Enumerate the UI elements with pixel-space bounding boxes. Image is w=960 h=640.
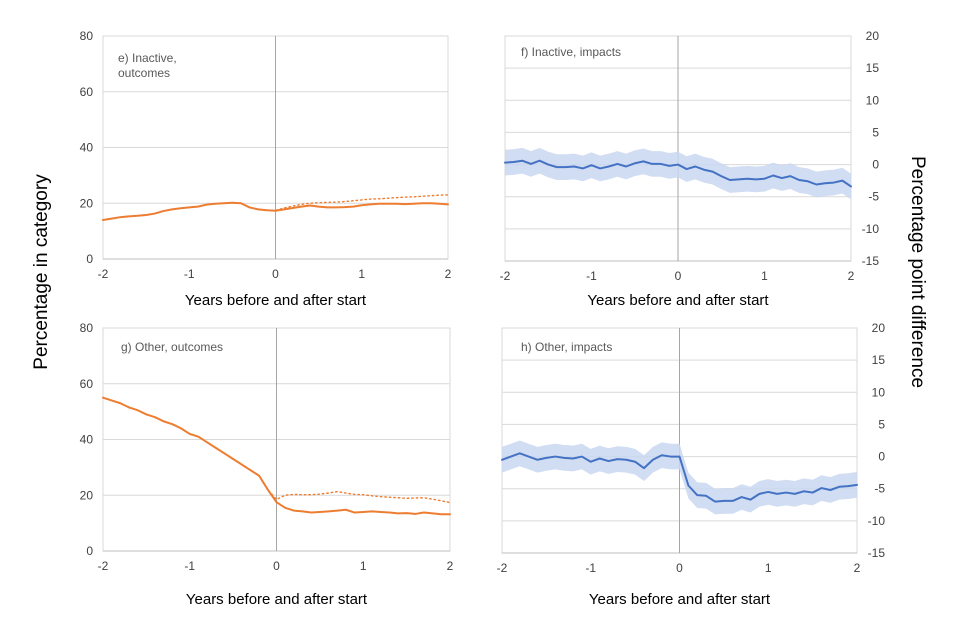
x-tick-label: -1 bbox=[184, 559, 195, 573]
x-axis-label: Years before and after start bbox=[587, 292, 769, 309]
y-tick-label: 0 bbox=[86, 544, 93, 558]
y-tick-label: 0 bbox=[86, 252, 93, 266]
x-tick-label: 2 bbox=[445, 267, 452, 281]
y-tick-label: 10 bbox=[872, 385, 886, 399]
x-tick-label: 1 bbox=[765, 561, 772, 575]
panel-g-other-outcomes: 0 20 40 60 80 -2 -1 0 1 2 Years before and after s… bbox=[80, 321, 454, 608]
x-tick-label: 0 bbox=[273, 559, 280, 573]
x-tick-label: -1 bbox=[585, 561, 596, 575]
x-tick-label: -1 bbox=[586, 269, 597, 283]
y-tick-label: 15 bbox=[872, 353, 886, 367]
x-tick-label: 1 bbox=[761, 269, 768, 283]
panel-title: h) Other, impacts bbox=[521, 340, 612, 354]
x-tick-label: -2 bbox=[497, 561, 508, 575]
impact-line bbox=[504, 159, 852, 188]
y-tick-label: 40 bbox=[80, 433, 94, 447]
impact-line bbox=[501, 452, 858, 503]
x-tick-label: 0 bbox=[676, 561, 683, 575]
x-tick-label: -2 bbox=[98, 267, 109, 281]
right-y-axis-label: Percentage point difference bbox=[907, 156, 928, 388]
x-tick-label: 1 bbox=[358, 267, 365, 281]
x-axis-label: Years before and after start bbox=[589, 591, 771, 608]
panel-title-line: h) Other, impacts bbox=[521, 340, 612, 354]
x-tick-label: 2 bbox=[848, 269, 855, 283]
x-tick-label: 2 bbox=[854, 561, 861, 575]
y-tick-label: -10 bbox=[868, 514, 886, 528]
x-axis-label: Years before and after start bbox=[186, 591, 368, 608]
x-tick-label: 0 bbox=[272, 267, 279, 281]
panel-e-inactive-outcomes: 0 20 40 60 80 -2 -1 0 1 2 Years before and after s… bbox=[80, 29, 452, 309]
x-tick-label: -2 bbox=[98, 559, 109, 573]
x-axis-label: Years before and after start bbox=[185, 292, 367, 309]
y-tick-label: 60 bbox=[80, 85, 94, 99]
counterfactual-dotted-line bbox=[102, 194, 449, 221]
panel-title-line: e) Inactive, bbox=[118, 51, 177, 65]
x-tick-label: 1 bbox=[360, 559, 367, 573]
y-tick-label: 80 bbox=[80, 29, 94, 43]
y-tick-label: 10 bbox=[866, 93, 880, 107]
y-tick-label: 20 bbox=[80, 196, 94, 210]
y-tick-label: 40 bbox=[80, 141, 94, 155]
y-tick-label: 60 bbox=[80, 377, 94, 391]
x-tick-label: 0 bbox=[675, 269, 682, 283]
panel-title: e) Inactive, outcomes bbox=[118, 51, 177, 80]
x-tick-label: -1 bbox=[184, 267, 195, 281]
y-tick-label: 0 bbox=[872, 158, 879, 172]
y-tick-label: 20 bbox=[866, 29, 880, 43]
panel-title: g) Other, outcomes bbox=[121, 340, 223, 354]
x-tick-label: 2 bbox=[447, 559, 454, 573]
y-tick-label: -5 bbox=[874, 482, 885, 496]
panel-title-line: outcomes bbox=[118, 66, 170, 80]
x-tick-label: -2 bbox=[500, 269, 511, 283]
y-tick-label: 15 bbox=[866, 61, 880, 75]
y-tick-label: -5 bbox=[868, 190, 879, 204]
confidence-band bbox=[502, 440, 857, 515]
panel-title-line: f) Inactive, impacts bbox=[521, 45, 621, 59]
y-tick-label: -15 bbox=[862, 254, 880, 268]
y-tick-label: -15 bbox=[868, 546, 886, 560]
panel-title: f) Inactive, impacts bbox=[521, 45, 621, 59]
y-tick-label: 5 bbox=[872, 125, 879, 139]
confidence-band bbox=[505, 147, 851, 200]
panel-title-line: g) Other, outcomes bbox=[121, 340, 223, 354]
outcome-solid-line bbox=[102, 396, 451, 516]
y-tick-label: 80 bbox=[80, 321, 94, 335]
y-tick-label: 20 bbox=[80, 488, 94, 502]
y-tick-label: 20 bbox=[872, 321, 886, 335]
y-tick-label: -10 bbox=[862, 222, 880, 236]
y-tick-label: 5 bbox=[878, 417, 885, 431]
left-y-axis-label: Percentage in category bbox=[31, 174, 52, 370]
y-tick-label: 0 bbox=[878, 450, 885, 464]
